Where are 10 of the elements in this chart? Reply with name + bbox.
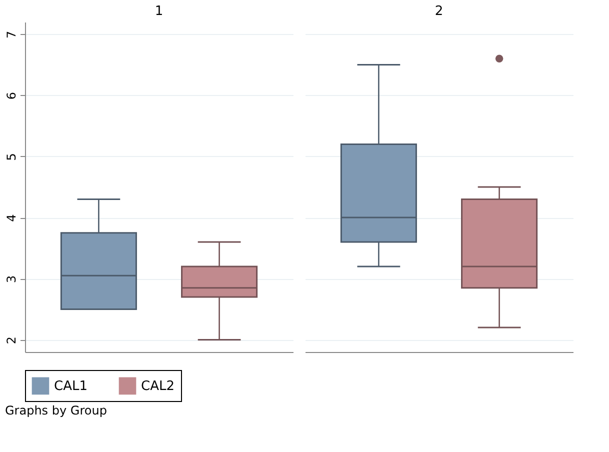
y-tick-label: 7 <box>4 30 18 39</box>
legend-label: CAL2 <box>141 378 174 394</box>
x-tick-label: 1 <box>154 4 164 19</box>
y-tick-label: 3 <box>4 275 18 283</box>
y-tick-label: 2 <box>4 336 18 344</box>
y-tick-label: 6 <box>4 92 18 100</box>
y-tick-label: 4 <box>4 214 18 222</box>
legend-label: CAL1 <box>54 378 88 394</box>
text: Graphs by Group <box>5 404 107 418</box>
y-tick-label: 5 <box>4 153 18 161</box>
